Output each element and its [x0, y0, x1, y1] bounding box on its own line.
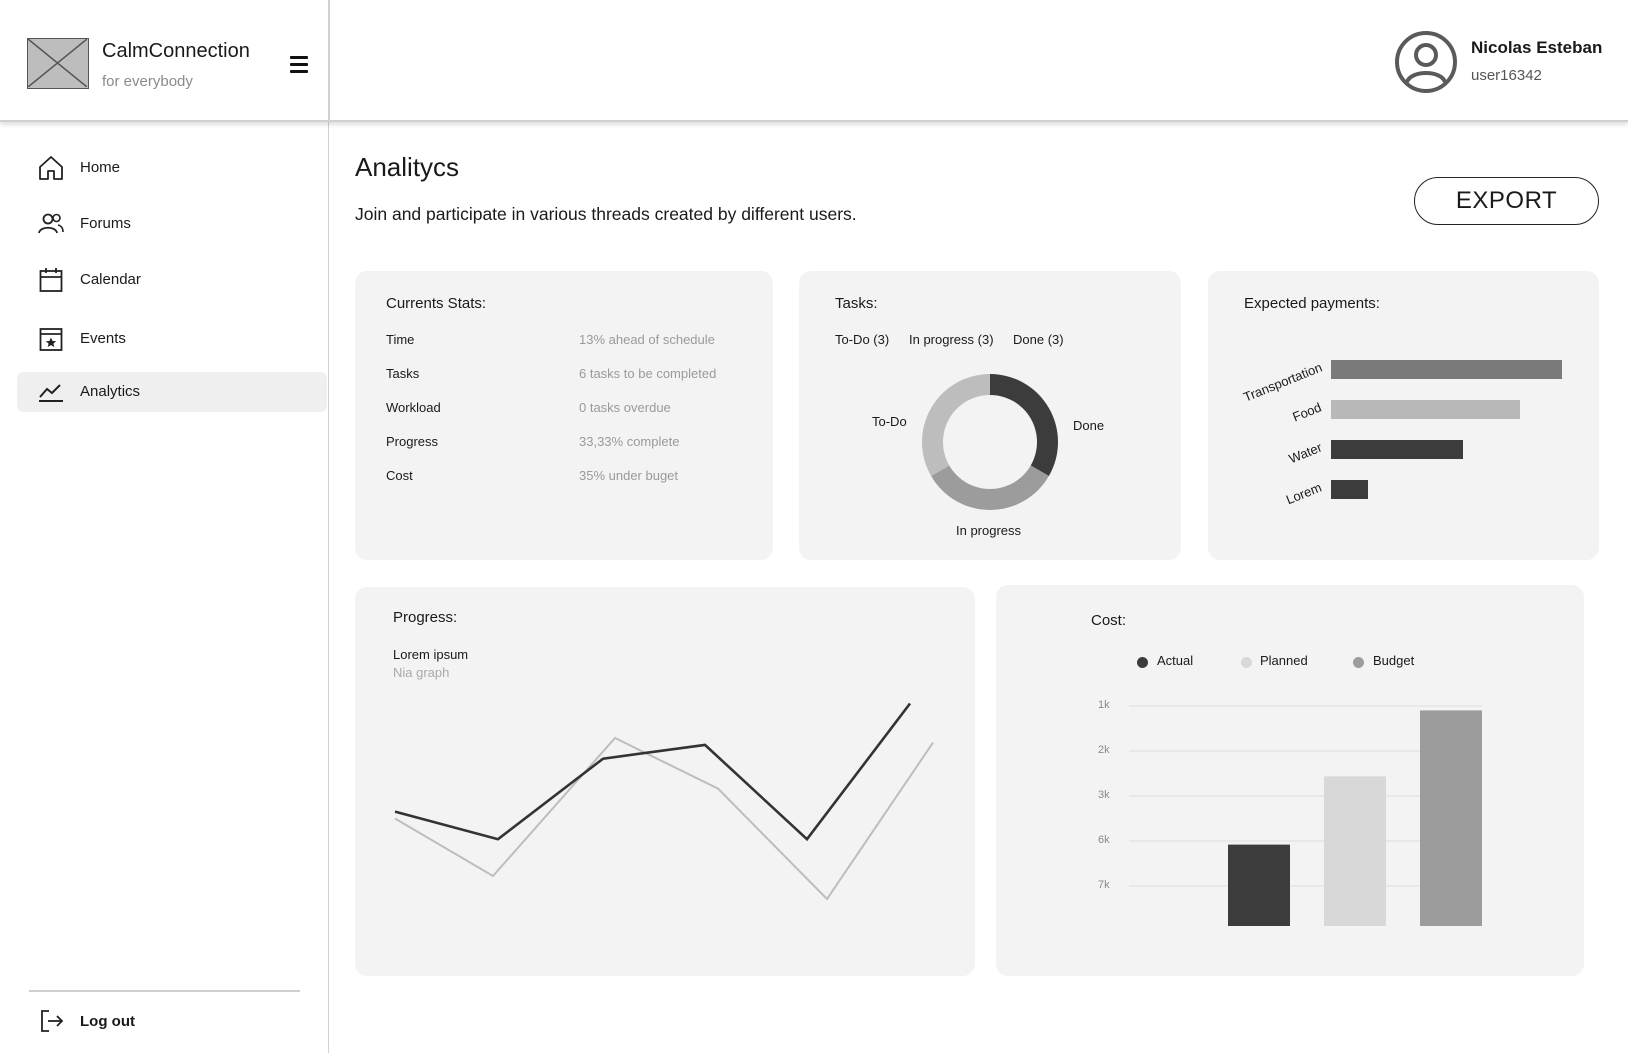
logout-label: Log out: [80, 1013, 135, 1030]
donut-slice-done: [990, 374, 1058, 476]
tasks-card: Tasks: To-Do (3) In progress (3) Done (3…: [799, 271, 1181, 560]
progress-line-dark: [394, 702, 912, 842]
stat-value: 35% under buget: [579, 468, 679, 483]
stats-title: Currents Stats:: [386, 295, 487, 312]
current-stats-card: Currents Stats: Time 13% ahead of schedu…: [355, 271, 773, 560]
brand-name: CalmConnection: [102, 40, 250, 62]
legend-actual: Actual: [1157, 653, 1194, 668]
sidebar-item-calendar[interactable]: Calendar: [17, 260, 327, 300]
page-description: Join and participate in various threads …: [355, 204, 857, 224]
calendar-icon: [38, 267, 64, 293]
top-bar: CalmConnection for everybody Nicolas Est…: [0, 0, 1628, 122]
donut-label-in-progress: In progress: [956, 523, 1022, 538]
payment-bar: [1331, 440, 1463, 459]
image-placeholder-icon: [27, 38, 89, 89]
cost-bar-actual: [1228, 844, 1290, 926]
payment-bar: [1331, 480, 1368, 499]
sidebar-item-analytics[interactable]: Analytics: [17, 372, 327, 412]
sidebar-item-label: Calendar: [80, 271, 141, 288]
progress-card: Progress: Lorem ipsum Nia graph: [355, 587, 975, 976]
stat-label: Cost: [386, 468, 413, 483]
logout-button[interactable]: Log out: [17, 1002, 297, 1042]
stat-label: Tasks: [386, 366, 420, 381]
brand-tagline: for everybody: [102, 73, 193, 90]
donut-label-todo: To-Do: [872, 414, 907, 429]
donut-slice-to-do: [922, 374, 990, 476]
donut-slice-in-progress: [931, 465, 1049, 510]
legend-in-progress: In progress (3): [909, 332, 994, 347]
progress-subtitle: Lorem ipsum: [393, 647, 469, 662]
header-divider: [328, 0, 330, 122]
sidebar-item-label: Home: [80, 159, 121, 176]
stat-value: 33,33% complete: [579, 434, 680, 449]
sidebar-item-label: Analytics: [80, 383, 141, 400]
tasks-title: Tasks:: [835, 295, 878, 312]
progress-title: Progress:: [393, 609, 458, 626]
logout-icon: [39, 1008, 65, 1034]
sidebar-item-events[interactable]: Events: [17, 319, 327, 359]
users-icon: [38, 211, 64, 237]
cost-chart-svg: [1129, 705, 1482, 926]
home-icon: [38, 155, 64, 181]
progress-line-light: [394, 736, 934, 901]
payments-card: Expected payments: Transportation Food Wat…: [1208, 271, 1599, 560]
progress-subtitle-2: Nia graph: [393, 665, 450, 680]
legend-dot-budget: [1353, 657, 1364, 668]
sidebar-item-home[interactable]: Home: [17, 148, 327, 188]
menu-icon[interactable]: [288, 54, 312, 76]
cost-bar-budget: [1420, 710, 1482, 926]
cost-bar-planned: [1324, 776, 1386, 926]
y-tick-label: 6k: [1098, 834, 1110, 846]
sidebar-item-label: Forums: [80, 215, 131, 232]
stat-label: Progress: [386, 434, 439, 449]
legend-todo: To-Do (3): [835, 332, 890, 347]
y-tick-label: 1k: [1098, 699, 1110, 711]
calendar-star-icon: [38, 326, 64, 352]
legend-budget: Budget: [1373, 653, 1415, 668]
export-button[interactable]: EXPORT: [1414, 177, 1599, 225]
y-tick-label: 3k: [1098, 789, 1110, 801]
stat-label: Workload: [386, 400, 441, 415]
sidebar-item-forums[interactable]: Forums: [17, 204, 327, 244]
sidebar-item-label: Events: [80, 330, 126, 347]
y-tick-label: 2k: [1098, 744, 1110, 756]
tasks-donut-chart: [922, 374, 1058, 510]
user-name: Nicolas Esteban: [1471, 38, 1603, 57]
cost-card: Cost: Actual Planned Budget 1k 2k 3k 6k 7k: [996, 585, 1584, 976]
legend-dot-planned: [1241, 657, 1252, 668]
cost-title: Cost:: [1091, 612, 1127, 629]
page-title: Analitycs: [355, 152, 460, 182]
payment-label: Transportation: [1240, 359, 1324, 405]
stat-value: 13% ahead of schedule: [579, 332, 715, 347]
legend-done: Done (3): [1013, 332, 1064, 347]
progress-line-chart: [394, 702, 934, 901]
payment-label: Water: [1286, 439, 1324, 467]
payment-bar: [1331, 360, 1562, 379]
donut-label-done: Done: [1073, 418, 1105, 433]
payment-label: Food: [1290, 399, 1324, 425]
payment-bar: [1331, 400, 1521, 419]
stat-value: 0 tasks overdue: [579, 400, 671, 415]
trend-icon: [38, 379, 64, 405]
sidebar-divider: [29, 990, 300, 992]
user-id: user16342: [1471, 67, 1542, 84]
payment-label: Lorem: [1284, 479, 1324, 508]
legend-dot-actual: [1137, 657, 1148, 668]
user-circle-icon[interactable]: [1394, 30, 1458, 94]
stat-label: Time: [386, 332, 415, 347]
y-tick-label: 7k: [1098, 879, 1110, 891]
sidebar: Home Forums Calendar: [0, 122, 329, 1053]
stat-value: 6 tasks to be completed: [579, 366, 717, 381]
payments-title: Expected payments:: [1244, 295, 1380, 312]
legend-planned: Planned: [1260, 653, 1308, 668]
